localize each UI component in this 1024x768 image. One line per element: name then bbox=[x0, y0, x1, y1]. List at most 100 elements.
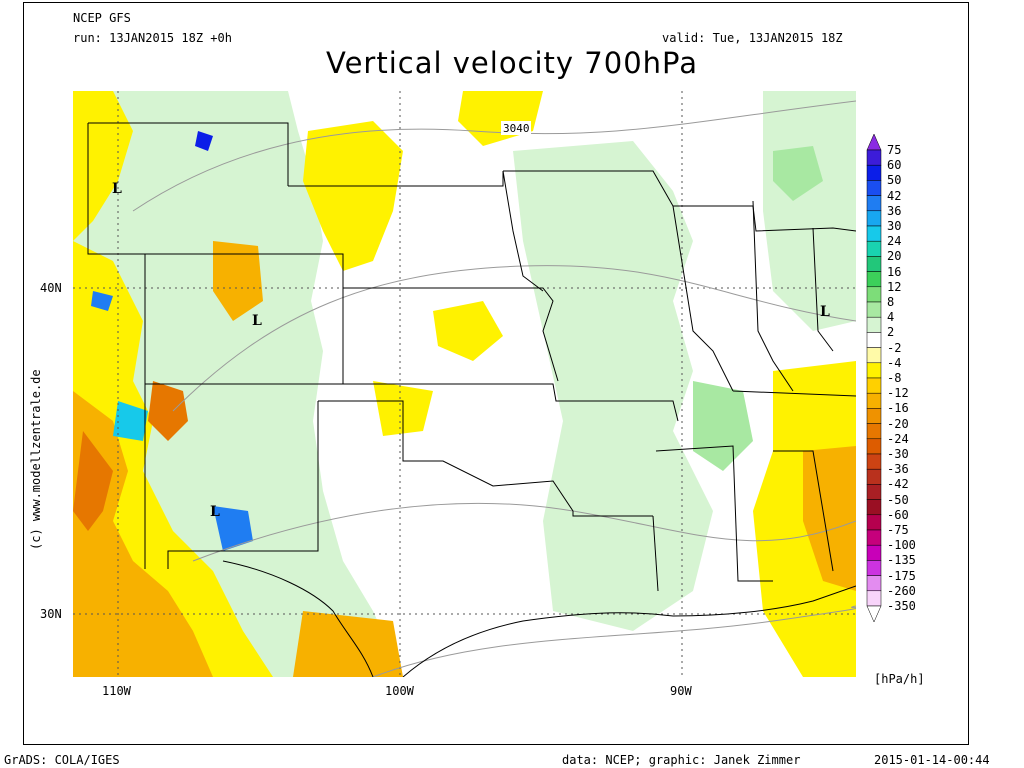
legend-level-label: 12 bbox=[887, 279, 902, 294]
legend-level-label: -75 bbox=[887, 523, 909, 537]
legend-level-label: -4 bbox=[887, 355, 902, 370]
field-darkorange-sw bbox=[73, 431, 113, 531]
legend-arrow-bottom bbox=[866, 605, 882, 623]
gulf-coastline bbox=[222, 560, 856, 677]
field-orange-se bbox=[803, 446, 856, 591]
low-marker: L bbox=[820, 304, 830, 320]
legend-swatch bbox=[866, 560, 882, 576]
legend-level-label: -24 bbox=[887, 431, 909, 446]
color-legend bbox=[866, 134, 882, 623]
legend-swatch bbox=[866, 453, 882, 470]
legend-level-label: -50 bbox=[887, 492, 909, 507]
legend-level-label: -42 bbox=[887, 477, 909, 492]
legend-level-label: -12 bbox=[887, 386, 909, 401]
legend-swatch bbox=[866, 301, 882, 318]
legend-swatch bbox=[866, 362, 882, 379]
legend-swatch bbox=[866, 590, 882, 607]
lat-label-40n: 40N bbox=[40, 281, 62, 295]
legend-swatch bbox=[866, 499, 882, 516]
valid-time: valid: Tue, 13JAN2015 18Z bbox=[662, 31, 843, 45]
legend-level-label: 75 bbox=[887, 143, 902, 157]
legend-swatch bbox=[866, 468, 882, 485]
units-label: [hPa/h] bbox=[874, 672, 925, 686]
legend-level-label: 50 bbox=[887, 173, 902, 188]
legend-level-label: -20 bbox=[887, 416, 909, 431]
legend-swatch bbox=[866, 316, 882, 333]
footer-timestamp: 2015-01-14-00:44 bbox=[874, 753, 990, 767]
model-name: NCEP GFS bbox=[73, 11, 131, 25]
plot-frame bbox=[23, 2, 969, 745]
run-time: run: 13JAN2015 18Z +0h bbox=[73, 31, 232, 45]
legend-level-label: -135 bbox=[887, 553, 916, 568]
legend-swatch bbox=[866, 332, 882, 348]
legend-swatch bbox=[866, 225, 882, 242]
legend-arrow-top bbox=[866, 134, 882, 151]
legend-swatch bbox=[866, 514, 882, 531]
field-orange-co bbox=[213, 241, 263, 321]
legend-swatch bbox=[866, 377, 882, 394]
legend-level-label: -16 bbox=[887, 401, 909, 416]
legend-level-label: 24 bbox=[887, 234, 902, 249]
legend-swatch bbox=[866, 256, 882, 272]
legend-level-label: 42 bbox=[887, 188, 902, 203]
legend-level-label: 20 bbox=[887, 249, 902, 264]
field-blue-wy bbox=[195, 131, 213, 151]
legend-level-label: 16 bbox=[887, 264, 902, 279]
field-cyan-az bbox=[113, 401, 148, 441]
field-blue-ut bbox=[91, 291, 113, 311]
legend-level-label: 8 bbox=[887, 295, 895, 309]
legend-swatch bbox=[866, 240, 882, 257]
lon-label-110w: 110W bbox=[102, 684, 131, 698]
state-borders bbox=[87, 122, 856, 592]
footer-software: GrADS: COLA/IGES bbox=[4, 753, 120, 767]
legend-swatch bbox=[866, 286, 882, 303]
low-marker: L bbox=[210, 504, 220, 520]
legend-level-label: -175 bbox=[887, 568, 916, 583]
legend-level-label: 2 bbox=[887, 325, 895, 340]
legend-swatch bbox=[866, 164, 882, 181]
field-darkorange-2 bbox=[148, 381, 188, 441]
field-yellow-ne bbox=[303, 121, 403, 271]
legend-level-label: 30 bbox=[887, 219, 902, 233]
legend-level-label: -60 bbox=[887, 507, 909, 522]
field-yellow-ks bbox=[433, 301, 503, 361]
field-green-ms bbox=[693, 381, 753, 471]
legend-level-label: -2 bbox=[887, 340, 902, 355]
height-contours bbox=[132, 100, 856, 677]
legend-level-label: -8 bbox=[887, 371, 902, 385]
legend-level-label: -350 bbox=[887, 599, 916, 613]
low-marker: L bbox=[252, 313, 262, 329]
legend-swatch bbox=[866, 149, 882, 166]
legend-level-label: -36 bbox=[887, 462, 909, 477]
field-orange-sw bbox=[73, 391, 213, 677]
contour-label-bg bbox=[501, 121, 531, 135]
legend-swatch bbox=[866, 438, 882, 455]
legend-swatch bbox=[866, 392, 882, 409]
legend-swatch bbox=[866, 408, 882, 424]
field-green-lakes bbox=[773, 146, 823, 201]
chart-title: Vertical velocity 700hPa bbox=[325, 46, 698, 80]
legend-level-label: -260 bbox=[887, 583, 916, 598]
legend-level-label: 36 bbox=[887, 203, 902, 218]
legend-level-label: 60 bbox=[887, 158, 902, 173]
legend-swatch bbox=[866, 484, 882, 500]
field-green-central bbox=[513, 141, 713, 631]
legend-swatch bbox=[866, 195, 882, 212]
legend-swatch bbox=[866, 180, 882, 196]
legend-level-label: -100 bbox=[887, 538, 916, 553]
low-marker: L bbox=[112, 181, 122, 197]
legend-swatch bbox=[866, 210, 882, 227]
legend-swatch bbox=[866, 529, 882, 546]
legend-swatch bbox=[866, 575, 882, 592]
legend-swatch bbox=[866, 544, 882, 561]
field-orange-tx bbox=[293, 611, 403, 677]
lon-label-90w: 90W bbox=[670, 684, 692, 698]
contour-label: 3040 bbox=[503, 122, 530, 135]
velocity-map: 3040 bbox=[73, 91, 856, 677]
lon-label-100w: 100W bbox=[385, 684, 414, 698]
legend-level-label: 4 bbox=[887, 310, 895, 325]
legend-swatch bbox=[866, 423, 882, 440]
legend-swatch bbox=[866, 271, 882, 288]
lat-label-30n: 30N bbox=[40, 607, 62, 621]
legend-swatch bbox=[866, 347, 882, 364]
